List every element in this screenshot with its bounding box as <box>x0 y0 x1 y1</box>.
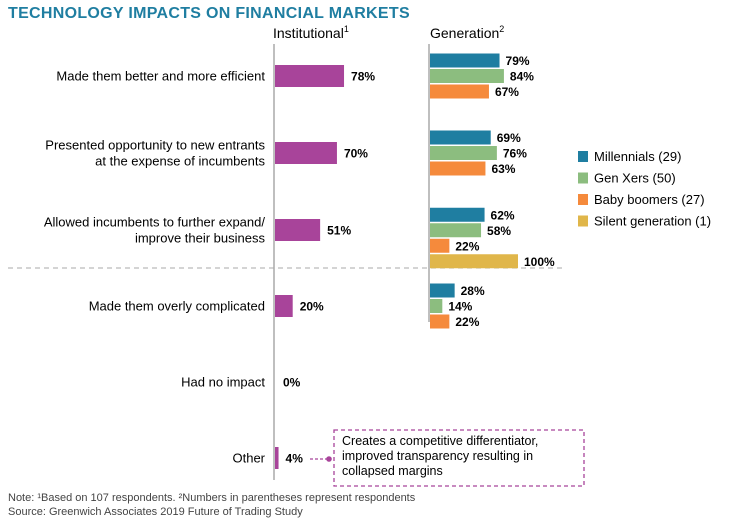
annotation-dot <box>326 456 332 462</box>
institutional-value-label: 0% <box>283 376 301 390</box>
category-labels: Made them better and more efficient Prese… <box>44 69 266 466</box>
generation-value-label: 76% <box>503 147 527 161</box>
annotation-text: Creates a competitive differentiator,imp… <box>342 434 538 478</box>
annotation: Creates a competitive differentiator,imp… <box>310 429 585 487</box>
notes: Note: ¹Based on 107 respondents. ²Number… <box>8 492 416 518</box>
chart-title: TECHNOLOGY IMPACTS ON FINANCIAL MARKETS <box>8 5 410 22</box>
institutional-bar <box>275 65 345 87</box>
category-label: Made them better and more efficient <box>56 69 265 84</box>
institutional-value-label: 78% <box>351 70 375 84</box>
institutional-value-label: 4% <box>286 452 304 466</box>
generation-bar <box>430 223 482 238</box>
institutional-bar <box>275 142 337 164</box>
generation-value-label: 14% <box>448 300 472 314</box>
generation-bar <box>430 254 518 269</box>
generation-bar <box>430 130 491 145</box>
legend-swatch <box>578 194 588 205</box>
generation-bars: 79%84%67%69%76%63%62%58%22%100%28%14%22% <box>430 53 555 329</box>
generation-value-label: 100% <box>524 255 555 269</box>
category-label: Other <box>232 451 265 466</box>
generation-bar <box>430 69 504 83</box>
institutional-value-label: 51% <box>327 224 351 238</box>
generation-header-label: Generation <box>430 25 499 41</box>
annotation-line: collapsed margins <box>342 464 443 478</box>
generation-bar <box>430 207 485 222</box>
generation-bar <box>430 299 443 313</box>
generation-value-label: 62% <box>491 208 515 222</box>
institutional-header-label: Institutional <box>273 25 344 41</box>
legend-swatch <box>578 215 588 227</box>
generation-bar <box>430 238 450 253</box>
generation-value-label: 22% <box>455 315 479 329</box>
institutional-bars: 78% 70% 51% 20% 0% 4% <box>275 65 375 469</box>
legend-label: Baby boomers (27) <box>594 192 705 207</box>
institutional-header-sup: 1 <box>344 24 349 34</box>
generation-bar <box>430 84 489 99</box>
generation-bar <box>430 161 486 176</box>
legend-swatch <box>578 151 588 162</box>
institutional-bar <box>275 219 321 241</box>
generation-header-sup: 2 <box>499 24 504 34</box>
legend-label: Gen Xers (50) <box>594 171 676 186</box>
generation-bar <box>430 314 450 329</box>
category-label: Had no impact <box>181 375 265 390</box>
generation-value-label: 28% <box>461 284 485 298</box>
generation-value-label: 79% <box>506 54 530 68</box>
annotation-line: improved transparency resulting in <box>342 449 533 463</box>
generation-value-label: 22% <box>455 239 479 253</box>
institutional-value-label: 20% <box>300 300 324 314</box>
institutional-bar <box>275 295 293 317</box>
category-label: Allowed incumbents to further expand/ <box>44 215 266 230</box>
generation-value-label: 69% <box>497 131 521 145</box>
category-label: Presented opportunity to new entrants <box>45 138 265 153</box>
generation-value-label: 63% <box>491 162 515 176</box>
footnote: Source: Greenwich Associates 2019 Future… <box>8 506 303 518</box>
institutional-header: Institutional1 <box>273 24 349 41</box>
annotation-box <box>333 429 585 487</box>
legend-label: Silent generation (1) <box>594 214 711 229</box>
footnote: Note: ¹Based on 107 respondents. ²Number… <box>8 492 416 504</box>
legend: Millennials (29) Gen Xers (50) Baby boomer… <box>578 149 711 229</box>
generation-header: Generation2 <box>430 24 504 41</box>
institutional-value-label: 70% <box>344 147 368 161</box>
generation-value-label: 58% <box>487 224 511 238</box>
category-label: at the expense of incumbents <box>95 154 265 169</box>
legend-swatch <box>578 172 588 184</box>
generation-bar <box>430 283 455 298</box>
generation-bar <box>430 146 497 160</box>
annotation-line: Creates a competitive differentiator, <box>342 434 538 448</box>
category-label: Made them overly complicated <box>89 299 265 314</box>
generation-bar <box>430 53 500 68</box>
generation-value-label: 67% <box>495 85 519 99</box>
institutional-bar <box>275 447 279 469</box>
legend-label: Millennials (29) <box>594 149 681 164</box>
generation-value-label: 84% <box>510 70 534 84</box>
category-label: improve their business <box>135 231 266 246</box>
